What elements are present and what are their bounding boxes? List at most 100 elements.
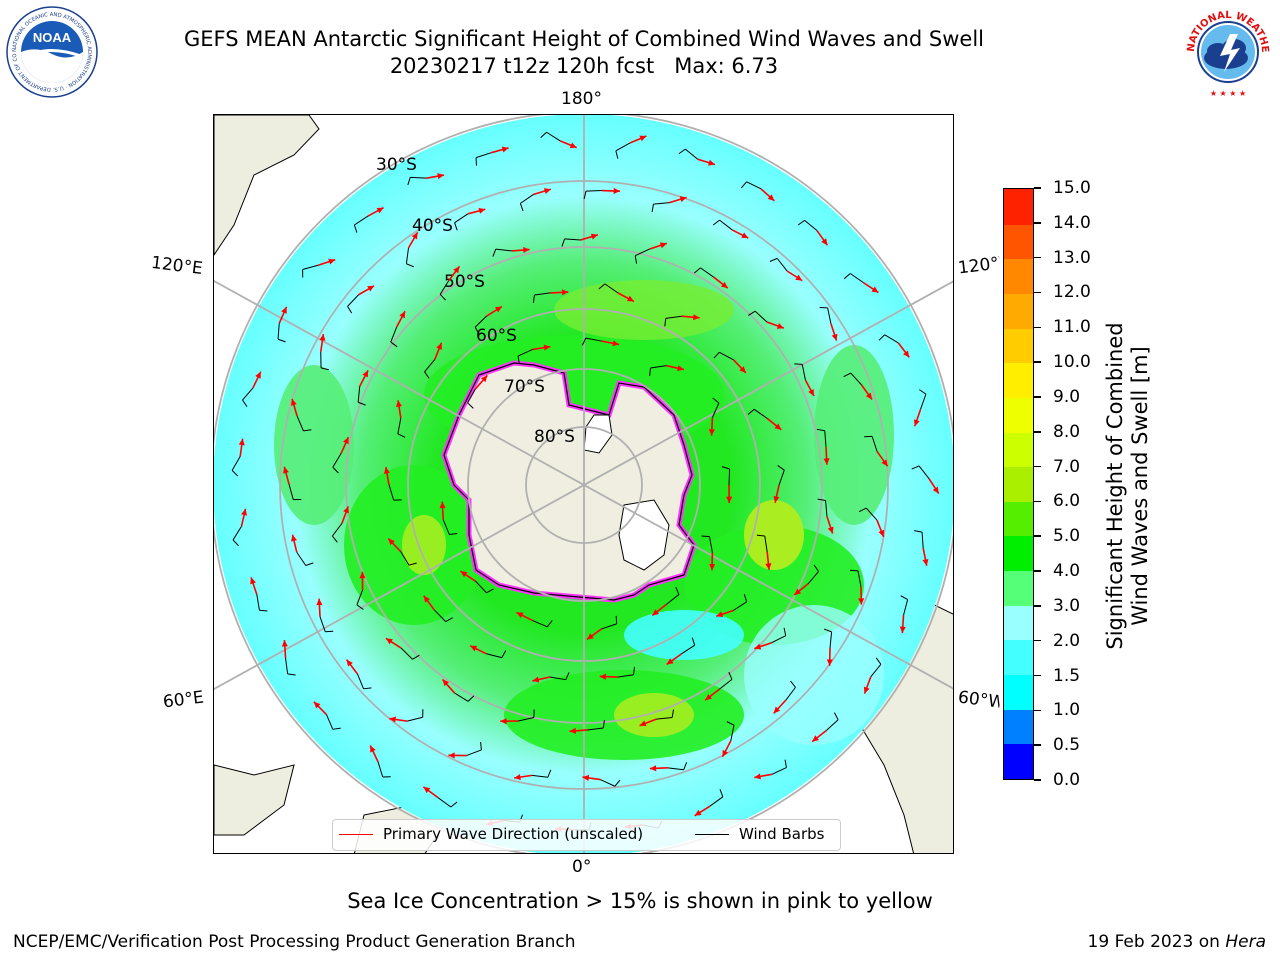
wave-arrow [639, 718, 657, 727]
wave-arrow [826, 647, 833, 666]
wind-barb [667, 762, 688, 771]
wind-barb [732, 594, 748, 611]
wave-arrow [766, 321, 785, 329]
wave-arrow [550, 289, 569, 296]
colorbar-tick-mark [1034, 326, 1041, 329]
wind-barb [740, 181, 762, 190]
wind-barb [771, 759, 787, 775]
wave-arrow [396, 400, 403, 419]
wind-barb [532, 620, 553, 628]
wave-arrow [385, 637, 402, 649]
lon-label-0: 0° [572, 857, 592, 877]
wave-direction-arrows [238, 135, 940, 833]
wind-barb [615, 142, 631, 159]
wave-arrow [569, 727, 588, 734]
wave-arrow [252, 371, 262, 389]
wind-barb [777, 465, 785, 486]
wind-barb [914, 530, 924, 549]
wave-arrow [586, 628, 602, 641]
wind-barb [288, 484, 302, 501]
wave-arrow [765, 551, 772, 570]
colorbar-tick-mark [1034, 187, 1041, 189]
wind-barb [466, 741, 482, 757]
map-area[interactable]: 30°S 40°S 50°S 60°S 70°S 80°S Primary Wa… [213, 114, 954, 854]
wave-arrow [793, 583, 809, 596]
lat-label-60: 60°S [476, 326, 517, 346]
wind-barb [356, 589, 364, 610]
wave-arrow [721, 740, 732, 758]
wind-barb [583, 190, 602, 199]
wind-barb [664, 315, 682, 327]
wave-arrow [823, 446, 830, 465]
wave-arrow [629, 135, 647, 144]
wind-barb [400, 647, 420, 660]
wave-arrow [709, 552, 716, 571]
antarctica [441, 360, 697, 603]
footer-system: Hera [1225, 932, 1266, 952]
wave-arrow [474, 374, 488, 390]
wind-barb [561, 238, 581, 247]
wind-barb [277, 323, 286, 343]
sea-ice-caption: Sea Ice Concentration > 15% is shown in … [347, 889, 933, 913]
wind-barb [651, 202, 670, 213]
colorbar-band [1004, 224, 1033, 260]
colorbar-tick-label: 4.0 [1053, 561, 1081, 582]
wave-arrow [369, 745, 379, 763]
wind-barb [600, 779, 621, 787]
wave-arrow [726, 484, 733, 504]
map-legend: Primary Wave Direction (unscaled) Wind B… [332, 819, 841, 851]
colorbar-tick-mark [1034, 535, 1041, 537]
wind-barb [326, 714, 341, 730]
wave-arrow [715, 609, 734, 618]
wave-arrow [713, 276, 729, 289]
wind-barb [285, 658, 296, 676]
wave-arrow [316, 598, 323, 617]
wind-barb [540, 131, 561, 142]
wave-arrow [666, 364, 685, 372]
wind-barb [400, 551, 417, 566]
colorbar-band [1004, 743, 1033, 779]
wave-arrow [367, 206, 384, 217]
wind-barb [747, 408, 768, 419]
colorbar-tick-mark [1034, 674, 1041, 677]
colorbar-tick-label: 1.5 [1053, 665, 1081, 686]
latitude-labels: 30°S 40°S 50°S 60°S 70°S 80°S [376, 155, 575, 447]
wave-arrow [669, 196, 687, 204]
wave-arrow [500, 718, 519, 725]
wave-arrow [283, 466, 290, 485]
lat-label-30: 30°S [376, 155, 417, 175]
wind-barb [649, 365, 667, 376]
colorbar-tick-mark [1034, 500, 1041, 503]
wave-arrow [439, 501, 446, 520]
wind-barb [878, 334, 899, 344]
wind-barb [320, 351, 329, 371]
wind-barb [407, 709, 424, 722]
colorbar-tick-mark [1034, 291, 1041, 294]
wave-arrow [516, 611, 533, 622]
wave-arrow [383, 466, 390, 485]
colorbar-tick-label: 3.0 [1053, 595, 1081, 616]
colorbar-tick-label: 1.0 [1053, 700, 1081, 721]
footer-date: 19 Feb 2023 on Hera [1087, 932, 1266, 952]
wind-barb [694, 267, 714, 278]
wind-barb [797, 219, 818, 231]
wind-barb [434, 609, 453, 623]
colorbar-band [1004, 362, 1033, 398]
wave-arrow [858, 586, 865, 605]
wave-arrow [708, 417, 715, 436]
wind-barb [454, 213, 469, 231]
wind-barb [296, 415, 312, 432]
wind-barb [405, 247, 414, 268]
lat-label-40: 40°S [412, 216, 453, 236]
map-canvas: 30°S 40°S 50°S 60°S 70°S 80°S [214, 115, 953, 853]
wind-barb [756, 534, 768, 552]
lon-label-60e: 60°E [161, 687, 205, 713]
legend-item-wind-barbs: Wind Barbs [695, 825, 824, 843]
wind-barb [726, 721, 735, 741]
wind-barb [816, 428, 827, 447]
wind-barb [709, 789, 724, 807]
wave-arrow [238, 438, 245, 457]
svg-text:★ ★ ★ ★: ★ ★ ★ ★ [1210, 89, 1246, 98]
legend-item-wave-direction: Primary Wave Direction (unscaled) [339, 825, 643, 843]
colorbar-tick-label: 7.0 [1053, 456, 1081, 477]
